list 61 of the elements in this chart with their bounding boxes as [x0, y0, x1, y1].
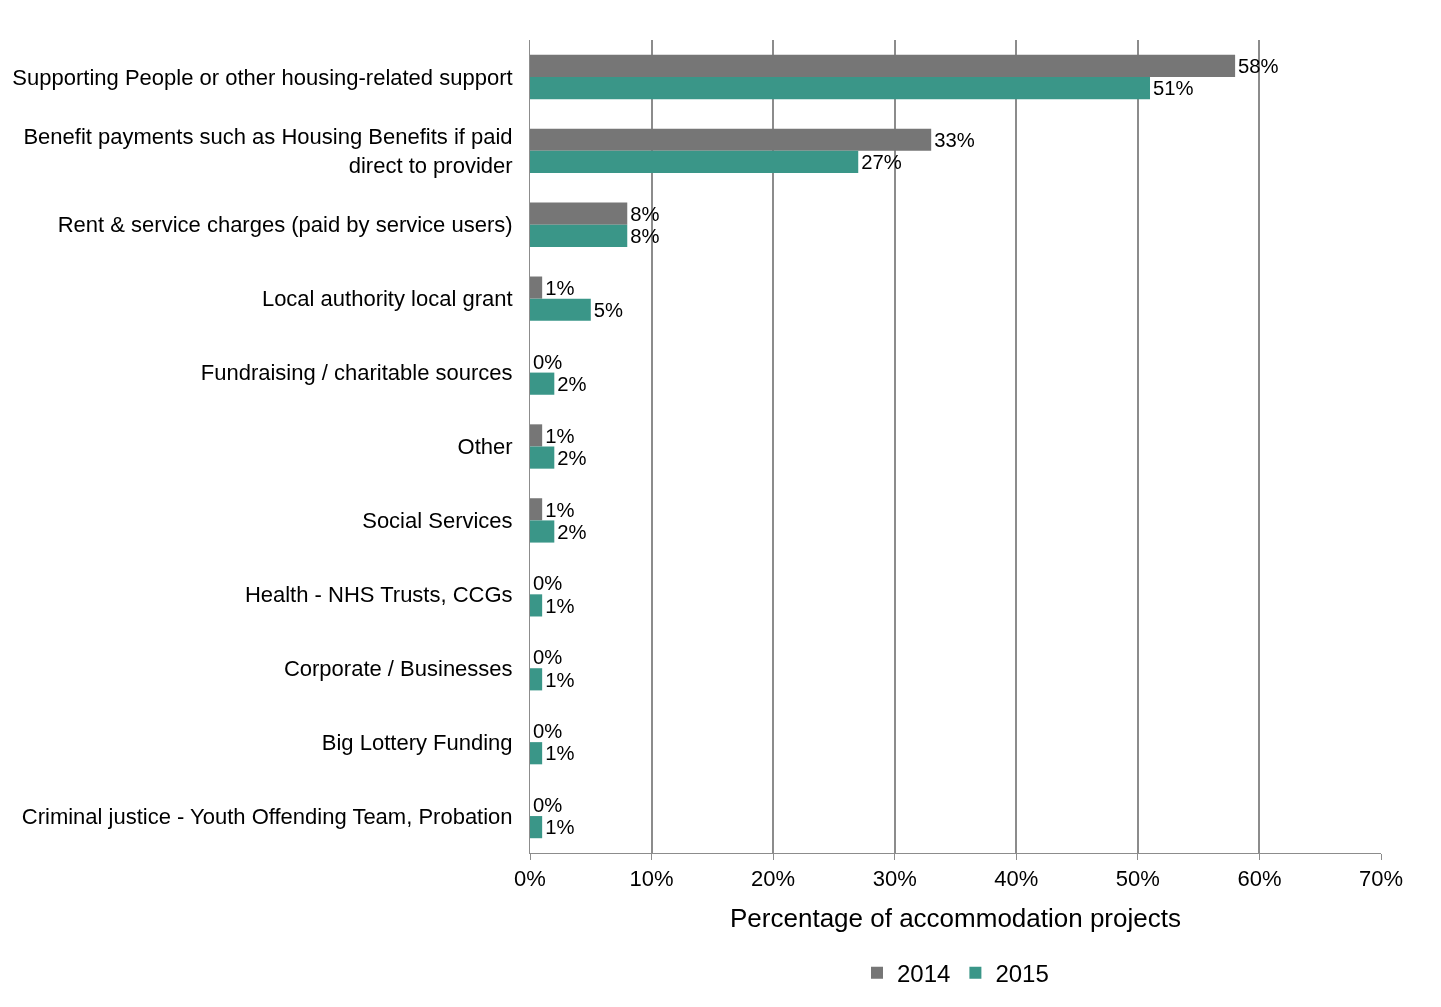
y-tick-label: Rent & service charges (paid by service users): [57, 212, 513, 238]
y-tick-label: Big Lottery Funding: [321, 729, 513, 755]
bar: [530, 742, 543, 765]
data-label: 8%: [630, 225, 660, 248]
bar: [530, 594, 543, 617]
data-label: 33%: [934, 129, 975, 151]
data-label: 1%: [545, 668, 575, 691]
x-tick-label: 30%: [872, 866, 917, 892]
x-tick-label: 70%: [1358, 866, 1404, 892]
bar: [530, 816, 543, 839]
data-label: 58%: [1238, 55, 1279, 78]
data-label: 1%: [545, 594, 575, 617]
y-tick-label: Criminal justice - Youth Offending Team, Probation: [21, 803, 513, 829]
y-tick-label: Social Services: [362, 508, 513, 534]
data-label: 0%: [533, 572, 563, 595]
bar: [530, 54, 1236, 77]
data-label: 2%: [557, 372, 587, 395]
bar: [530, 446, 555, 469]
data-label: 51%: [1153, 77, 1194, 100]
data-label: 1%: [545, 498, 575, 521]
bar: [530, 276, 543, 299]
y-tick-label: Health - NHS Trusts, CCGs: [244, 582, 513, 608]
y-tick-label: Local authority local grant: [261, 286, 513, 312]
data-label: 0%: [533, 350, 563, 373]
legend-label: 2014: [897, 960, 951, 988]
x-tick-label: 0%: [514, 866, 546, 892]
bar: [530, 150, 859, 174]
data-label: 27%: [861, 151, 902, 174]
x-tick-label: 60%: [1237, 866, 1282, 892]
data-label: 2%: [557, 520, 587, 543]
data-label: 8%: [630, 202, 660, 225]
bar: [530, 498, 543, 521]
y-tick-label: Other: [457, 434, 513, 460]
y-tick-label: Supporting People or other housing-related support: [12, 64, 513, 90]
y-tick-label: Benefit payments such as Housing Benefits if paid direct to provider: [23, 124, 513, 178]
bar: [530, 372, 555, 395]
bar: [530, 224, 628, 247]
bar: [530, 76, 1151, 100]
x-tick-label: 50%: [1115, 866, 1160, 892]
bar: [530, 298, 591, 321]
bar: [530, 128, 932, 151]
x-tick-label: 20%: [751, 866, 796, 892]
y-tick-label: Corporate / Businesses: [283, 655, 513, 681]
data-label: 1%: [545, 424, 575, 447]
y-tick-label: Fundraising / charitable sources: [200, 360, 513, 386]
data-label: 1%: [545, 742, 575, 765]
data-label: 0%: [533, 720, 563, 743]
bar: [530, 520, 555, 543]
data-label: 2%: [557, 446, 587, 469]
x-axis-title: Percentage of accommodation projects: [730, 903, 1181, 934]
data-label: 1%: [545, 816, 575, 839]
data-label: 0%: [533, 646, 563, 669]
data-label: 1%: [545, 276, 575, 299]
bar: [530, 202, 628, 225]
data-label: 0%: [533, 794, 563, 817]
x-tick-label: 10%: [629, 866, 674, 892]
x-tick-label: 40%: [994, 866, 1039, 892]
legend-label: 2015: [995, 960, 1049, 988]
data-label: 5%: [593, 298, 624, 321]
bar: [530, 424, 543, 447]
bar: [530, 668, 543, 691]
